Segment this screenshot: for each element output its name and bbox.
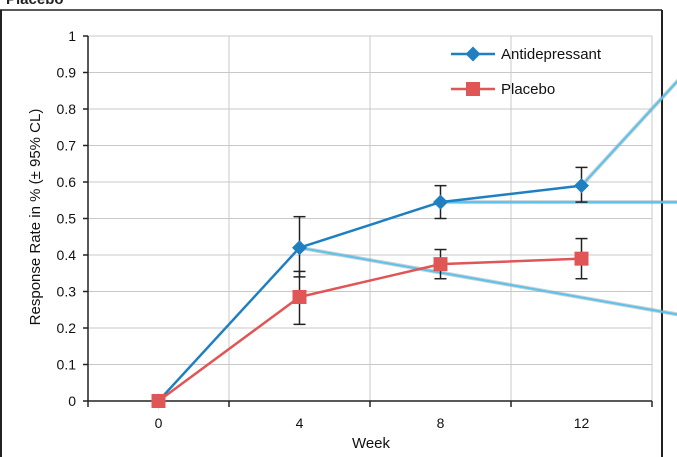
legend-marker-placebo	[466, 82, 480, 96]
legend: Antidepressant Placebo	[451, 46, 602, 98]
y-tick-label: 0.8	[57, 101, 77, 117]
x-tick-label: 8	[437, 415, 445, 431]
x-tick-label: 4	[296, 415, 304, 431]
page-title: Placebo	[6, 0, 64, 8]
x-axis-title: Week	[352, 435, 391, 452]
axes	[83, 35, 653, 407]
marker-placebo	[151, 394, 166, 408]
y-tick-label: 0.3	[57, 284, 77, 300]
y-tick-label: 1	[68, 28, 76, 44]
callout-line	[580, 80, 677, 187]
marker-antidepressant	[292, 240, 307, 256]
y-axis-title: Response Rate in % (± 95% CL)	[27, 109, 44, 326]
marker-placebo	[292, 289, 307, 304]
series-line-antidepressant	[157, 184, 582, 402]
legend-label-antidepressant: Antidepressant	[501, 46, 602, 63]
tick-labels: 0 0.1 0.2 0.3 0.4 0.5 0.6 0.7 0.8 0.9 1 0 4 8 12	[57, 28, 590, 431]
y-tick-label: 0.9	[57, 65, 77, 81]
y-tick-label: 0.5	[57, 211, 77, 227]
y-tick-label: 0.2	[57, 320, 77, 336]
marker-placebo	[433, 257, 448, 272]
y-tick-label: 0.7	[57, 138, 77, 154]
marker-placebo	[574, 251, 589, 266]
x-tick-label: 0	[155, 415, 163, 431]
grid-lines	[88, 35, 653, 401]
y-tick-label: 0.1	[57, 357, 77, 373]
callout-lines	[299, 78, 677, 317]
y-tick-label: 0.4	[57, 247, 77, 263]
data-series	[151, 166, 589, 409]
legend-label-placebo: Placebo	[501, 81, 555, 98]
marker-antidepressant	[433, 194, 448, 210]
series-line-placebo	[157, 257, 582, 403]
callout-line	[299, 246, 677, 316]
y-tick-label: 0.6	[57, 174, 77, 190]
x-tick-label: 12	[574, 415, 590, 431]
legend-marker-antidepressant	[465, 46, 481, 62]
y-tick-label: 0	[68, 393, 76, 409]
marker-antidepressant	[574, 178, 589, 194]
